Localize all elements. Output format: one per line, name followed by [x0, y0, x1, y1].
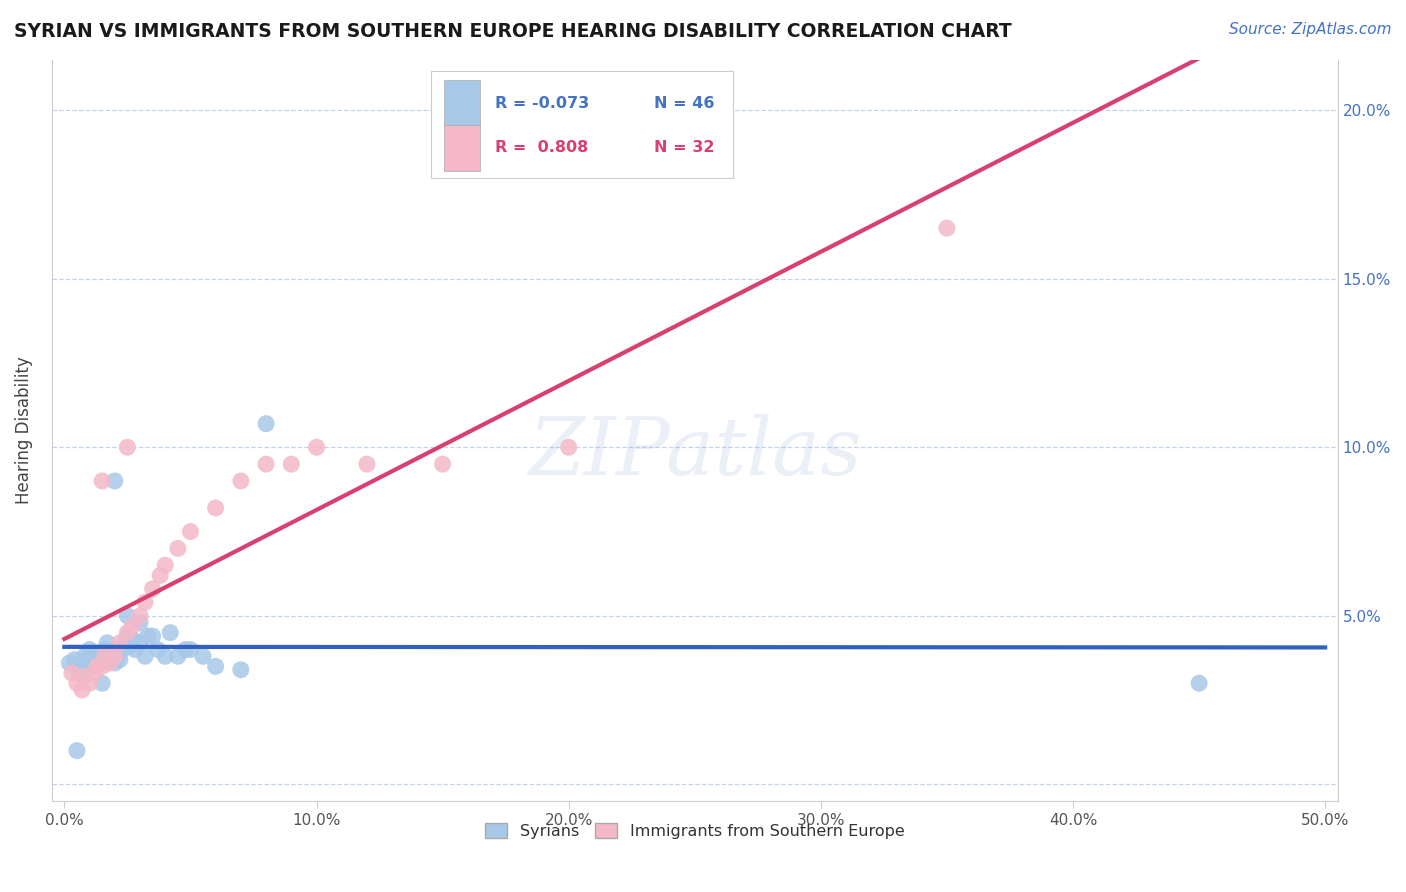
- Point: [60, 666, 83, 681]
- Point: [96, 636, 118, 650]
- Point: [121, 632, 143, 647]
- Point: [117, 625, 139, 640]
- Point: [204, 500, 226, 515]
- Point: [229, 663, 252, 677]
- Point: [155, 558, 177, 573]
- Point: [86, 649, 108, 664]
- Point: [166, 649, 188, 664]
- Point: [69, 666, 91, 681]
- Point: [91, 659, 114, 673]
- Point: [98, 649, 121, 664]
- Text: N = 32: N = 32: [654, 140, 714, 155]
- Point: [134, 595, 156, 609]
- Y-axis label: Hearing Disability: Hearing Disability: [15, 357, 32, 504]
- Point: [117, 608, 139, 623]
- Point: [82, 656, 104, 670]
- Text: ZIPatlas: ZIPatlas: [529, 414, 862, 491]
- Point: [129, 615, 152, 630]
- Point: [142, 629, 165, 643]
- Text: Source: ZipAtlas.com: Source: ZipAtlas.com: [1229, 22, 1392, 37]
- Point: [155, 649, 177, 664]
- Point: [935, 221, 957, 235]
- Point: [98, 656, 121, 670]
- Point: [83, 659, 105, 673]
- Point: [179, 642, 201, 657]
- Point: [104, 649, 127, 664]
- Point: [79, 642, 101, 657]
- FancyBboxPatch shape: [444, 125, 479, 171]
- Point: [66, 744, 89, 758]
- Point: [142, 582, 165, 596]
- Point: [117, 440, 139, 454]
- Point: [134, 649, 156, 664]
- Point: [63, 653, 86, 667]
- Point: [108, 636, 131, 650]
- Point: [91, 653, 114, 667]
- Point: [159, 625, 181, 640]
- Point: [166, 541, 188, 556]
- Point: [229, 474, 252, 488]
- Point: [83, 666, 105, 681]
- Text: N = 46: N = 46: [654, 95, 714, 111]
- Text: R = -0.073: R = -0.073: [495, 95, 589, 111]
- Point: [146, 642, 169, 657]
- Point: [305, 440, 328, 454]
- Point: [129, 608, 152, 623]
- Point: [89, 646, 111, 660]
- Point: [118, 639, 141, 653]
- Text: R =  0.808: R = 0.808: [495, 140, 589, 155]
- Point: [254, 457, 277, 471]
- Point: [191, 649, 214, 664]
- Point: [557, 440, 579, 454]
- Point: [66, 676, 89, 690]
- FancyBboxPatch shape: [444, 80, 479, 127]
- Point: [91, 474, 114, 488]
- Legend: Syrians, Immigrants from Southern Europe: Syrians, Immigrants from Southern Europe: [478, 816, 911, 845]
- Point: [149, 568, 172, 582]
- Point: [93, 642, 115, 657]
- Point: [129, 636, 152, 650]
- Point: [58, 656, 80, 670]
- Point: [79, 676, 101, 690]
- Point: [124, 642, 146, 657]
- Point: [254, 417, 277, 431]
- Point: [104, 474, 127, 488]
- Point: [114, 636, 136, 650]
- Point: [108, 653, 131, 667]
- Point: [179, 524, 201, 539]
- Point: [204, 659, 226, 673]
- Point: [70, 683, 93, 698]
- Point: [432, 457, 454, 471]
- Point: [1188, 676, 1211, 690]
- Point: [280, 457, 302, 471]
- Point: [136, 629, 159, 643]
- Point: [91, 676, 114, 690]
- Point: [73, 669, 96, 683]
- Point: [101, 653, 124, 667]
- Point: [86, 659, 108, 673]
- Point: [93, 649, 115, 664]
- Text: SYRIAN VS IMMIGRANTS FROM SOUTHERN EUROPE HEARING DISABILITY CORRELATION CHART: SYRIAN VS IMMIGRANTS FROM SOUTHERN EUROP…: [14, 22, 1012, 41]
- Point: [174, 642, 197, 657]
- Point: [111, 642, 134, 657]
- Point: [121, 619, 143, 633]
- Point: [105, 649, 128, 664]
- Point: [356, 457, 378, 471]
- Point: [76, 653, 98, 667]
- Point: [66, 659, 89, 673]
- Point: [70, 656, 93, 670]
- Point: [73, 649, 96, 664]
- Point: [117, 629, 139, 643]
- Point: [104, 656, 127, 670]
- FancyBboxPatch shape: [432, 70, 734, 178]
